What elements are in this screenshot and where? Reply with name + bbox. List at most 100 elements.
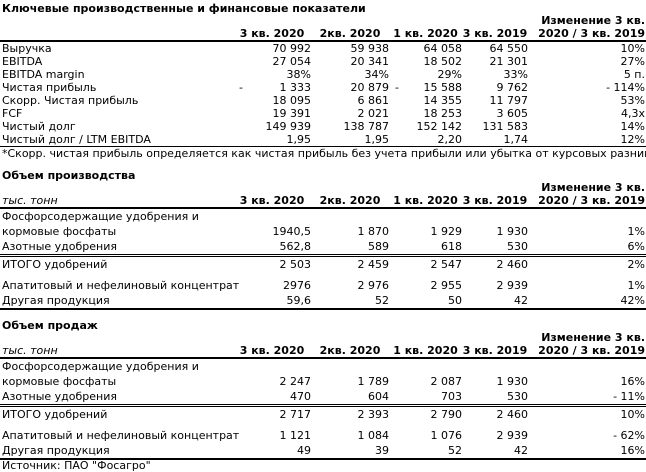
column-header-q3-2020: 3 кв. 2020 [239, 194, 305, 207]
table-row-ebitda: EBITDA 27 054 20 341 18 502 21 301 27% [0, 55, 646, 68]
unit-label: тыс. тонн [2, 344, 58, 357]
cell: 2 459 [357, 258, 390, 271]
page-title: Ключевые производственные и финансовые п… [2, 2, 366, 15]
cell: 6% [627, 240, 645, 253]
cell: 1 929 [430, 225, 463, 238]
cell: 589 [368, 240, 389, 253]
cell: 4,3x [620, 107, 645, 120]
cell: 59,6 [286, 294, 312, 307]
cell: - 114% [606, 81, 645, 94]
row-label: Азотные удобрения [2, 240, 117, 253]
table-row-net-debt: Чистый долг 149 939 138 787 152 142 131 … [0, 120, 646, 133]
table-row-adj-net-profit: Скорр. Чистая прибыль 18 095 6 861 14 35… [0, 94, 646, 107]
cell: 1% [627, 225, 645, 238]
table-header-row: тыс. тонн 3 кв. 2020 2кв. 2020 1 кв. 202… [0, 344, 646, 359]
column-header-q1-2020: 1 кв. 2020 [393, 27, 458, 40]
cell: 14% [620, 120, 645, 133]
table-row-phosphate: Фосфорсодержащие удобрения и кормовые фо… [0, 209, 646, 239]
cell: 29% [437, 68, 462, 81]
cell: 530 [507, 240, 528, 253]
table-header-row: 3 кв. 2020 2кв. 2020 1 кв. 2020 3 кв. 20… [0, 27, 646, 42]
cell: 11 797 [489, 94, 529, 107]
cell: 16% [620, 375, 645, 388]
cell: 49 [297, 444, 311, 457]
cell: 64 550 [489, 42, 529, 55]
cell: 16% [620, 444, 645, 457]
cell: 1940,5 [272, 225, 312, 238]
cell: 10% [620, 408, 645, 421]
cell: 1 930 [496, 225, 529, 238]
footnote: *Скорр. чистая прибыль определяется как … [2, 147, 646, 160]
table-body: Фосфорсодержащие удобрения и кормовые фо… [0, 359, 646, 460]
section-production: Объем производства Изменение 3 кв. тыс. … [0, 169, 646, 310]
column-header-q1-2020: 1 кв. 2020 [393, 194, 458, 207]
cell: 2 717 [279, 408, 312, 421]
row-label: ИТОГО удобрений [2, 408, 108, 421]
row-label: Чистая прибыль [2, 81, 97, 94]
cell: 2 955 [430, 279, 463, 292]
table-row-net-profit: Чистая прибыль -1 333 20 879 -15 588 9 7… [0, 81, 646, 94]
cell: 703 [441, 390, 462, 403]
cell: 18 253 [423, 107, 463, 120]
cell: 33% [503, 68, 528, 81]
cell: 1,95 [286, 133, 312, 146]
table-row-nitrogen: Азотные удобрения 470 604 703 530 - 11% [0, 389, 646, 404]
row-label-line1: Фосфорсодержащие удобрения и [2, 360, 199, 373]
cell: 19 391 [272, 107, 312, 120]
cell: 14 355 [423, 94, 463, 107]
table-header-row: тыс. тонн 3 кв. 2020 2кв. 2020 1 кв. 202… [0, 194, 646, 209]
row-label: FCF [2, 107, 23, 120]
cell: 42 [514, 294, 528, 307]
section-sales: Объем продаж Изменение 3 кв. тыс. тонн 3… [0, 319, 646, 471]
cell: - 62% [613, 429, 645, 442]
cell: 2 503 [279, 258, 312, 271]
cell: 604 [368, 390, 389, 403]
cell: 52 [448, 444, 462, 457]
cell: 38% [286, 68, 311, 81]
cell: 20 341 [350, 55, 390, 68]
cell: 27% [620, 55, 645, 68]
table-row-total-fertilizers: ИТОГО удобрений 2 503 2 459 2 547 2 460 … [0, 254, 646, 272]
cell: 59 938 [350, 42, 390, 55]
cell: 3 605 [496, 107, 529, 120]
cell: -1 333 [239, 81, 311, 94]
table-row-apatite: Апатитовый и нефелиновый концентрат 1 12… [0, 428, 646, 443]
column-header-q3-2019: 3 кв. 2019 [462, 194, 528, 207]
cell: 10% [620, 42, 645, 55]
row-label: Фосфорсодержащие удобрения и кормовые фо… [0, 209, 233, 239]
table-row-other-products: Другая продукция 49 39 52 42 16% [0, 443, 646, 458]
cell: 1,95 [364, 133, 390, 146]
cell: 64 058 [423, 42, 463, 55]
table-row-total-fertilizers: ИТОГО удобрений 2 717 2 393 2 790 2 460 … [0, 404, 646, 422]
column-header-q2-2020: 2кв. 2020 [319, 194, 381, 207]
section-key-indicators: Ключевые производственные и финансовые п… [0, 2, 646, 160]
cell: 2 790 [430, 408, 463, 421]
cell: 52 [375, 294, 389, 307]
table-row-net-debt-ltm-ebitda: Чистый долг / LTM EBITDA 1,95 1,95 2,20 … [0, 133, 646, 146]
cell: - 11% [613, 390, 645, 403]
cell: 138 787 [343, 120, 390, 133]
cell: -15 588 [395, 81, 462, 94]
row-label-line2: кормовые фосфаты [2, 375, 117, 388]
table-row-revenue: Выручка 70 992 59 938 64 058 64 550 10% [0, 42, 646, 55]
column-header-q1-2020: 1 кв. 2020 [393, 344, 458, 357]
cell: 2% [627, 258, 645, 271]
row-label: Апатитовый и нефелиновый концентрат [2, 429, 240, 442]
cell: 5 п. [623, 68, 645, 81]
cell: 2,20 [437, 133, 463, 146]
cell: 1% [627, 279, 645, 292]
cell: 2 939 [496, 279, 529, 292]
change-header-line1: Изменение 3 кв. [541, 14, 645, 27]
cell: 53% [620, 94, 645, 107]
row-label: ИТОГО удобрений [2, 258, 108, 271]
row-label: Чистый долг / LTM EBITDA [2, 133, 151, 146]
cell: 1 930 [496, 375, 529, 388]
row-label: Выручка [2, 42, 52, 55]
column-header-q3-2020: 3 кв. 2020 [239, 27, 305, 40]
cell: 2 393 [357, 408, 390, 421]
cell: 131 583 [482, 120, 529, 133]
cell: 2 021 [357, 107, 390, 120]
column-header-q3-2020: 3 кв. 2020 [239, 344, 305, 357]
table-row-apatite: Апатитовый и нефелиновый концентрат 2976… [0, 278, 646, 293]
cell: 2 939 [496, 429, 529, 442]
